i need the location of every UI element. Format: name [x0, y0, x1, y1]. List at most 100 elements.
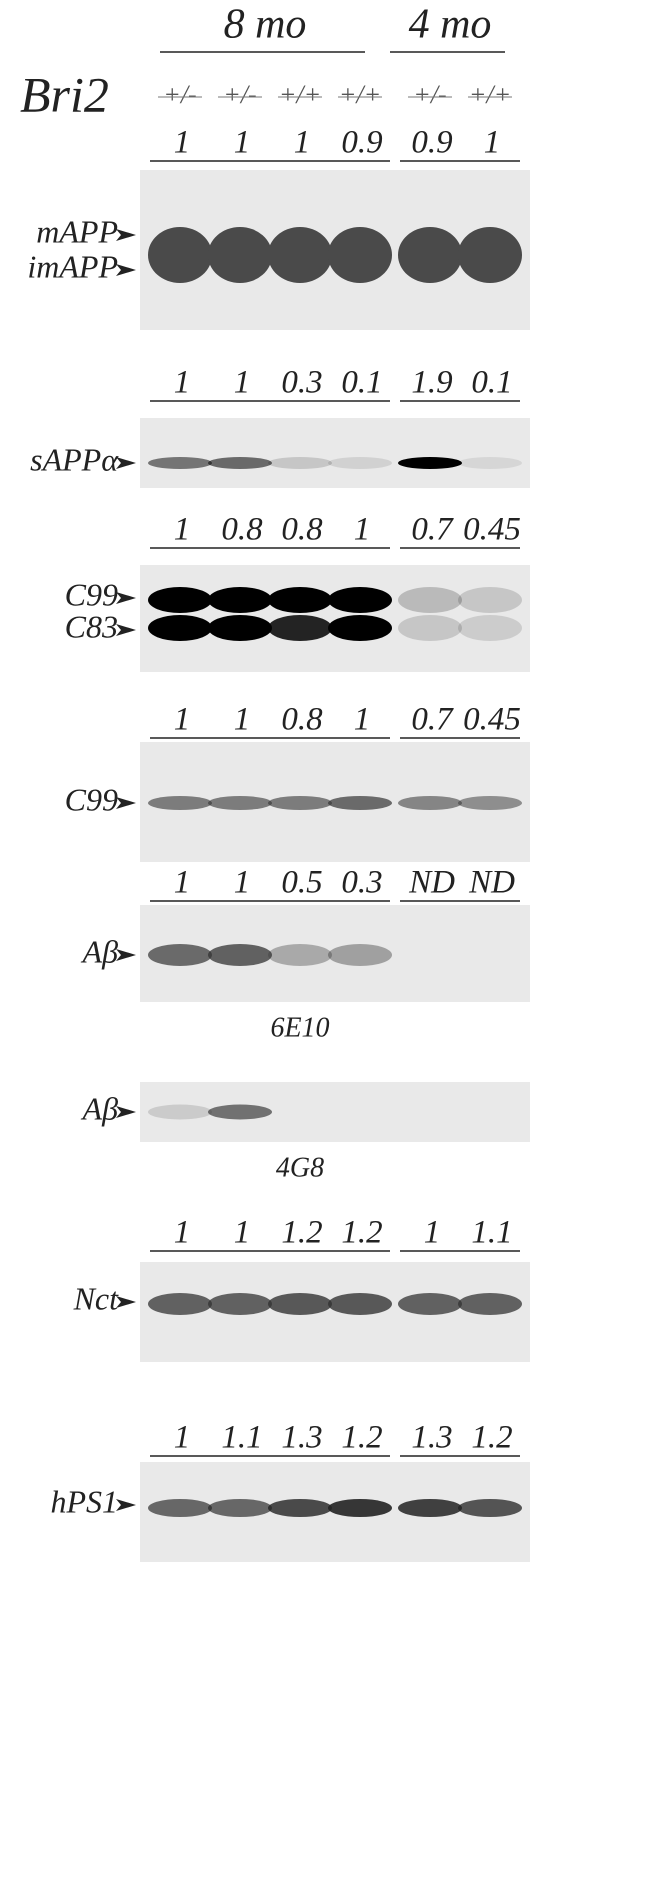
quantification: 0.8	[281, 702, 323, 738]
quantification: 1.9	[411, 365, 452, 401]
band	[208, 615, 272, 641]
quantification: 1.2	[471, 1420, 512, 1456]
group-label: 4 mo	[409, 2, 492, 48]
band	[148, 227, 212, 283]
band	[148, 796, 212, 810]
marker-arrow	[116, 264, 136, 276]
quantification: 1.1	[471, 1215, 512, 1251]
band	[458, 457, 522, 469]
marker-arrow	[116, 1296, 136, 1308]
band	[398, 227, 462, 283]
band	[328, 587, 392, 613]
band	[208, 1293, 272, 1315]
marker-label: sAPPα	[30, 441, 119, 477]
band	[328, 615, 392, 641]
marker-label: C83	[65, 608, 118, 644]
band	[458, 227, 522, 283]
marker-arrow	[116, 592, 136, 604]
quantification: 1	[294, 125, 311, 161]
band	[328, 1499, 392, 1517]
band	[148, 615, 212, 641]
band	[268, 1293, 332, 1315]
marker-label: imAPP	[27, 248, 118, 284]
quantification: 1	[234, 125, 251, 161]
quantification: 1.2	[341, 1215, 382, 1251]
genotype: +/+	[339, 80, 381, 109]
quantification: 1.1	[221, 1420, 262, 1456]
quantification: 0.7	[411, 512, 454, 548]
marker-arrow	[116, 1499, 136, 1511]
quantification: 0.3	[341, 865, 382, 901]
band	[268, 615, 332, 641]
marker-label: C99	[65, 781, 118, 817]
band	[208, 1104, 272, 1120]
marker-label: mAPP	[36, 213, 118, 249]
band	[328, 227, 392, 283]
quantification: 0.45	[463, 702, 521, 738]
band	[268, 1499, 332, 1517]
marker-arrow	[116, 797, 136, 809]
band	[458, 615, 522, 641]
band	[208, 457, 272, 469]
quantification: 0.8	[221, 512, 263, 548]
quantification: 1	[234, 702, 251, 738]
quantification: ND	[408, 865, 455, 901]
band	[398, 615, 462, 641]
marker-arrow	[116, 1106, 136, 1118]
band	[328, 944, 392, 966]
band	[328, 796, 392, 810]
blot	[140, 418, 530, 488]
band	[208, 1499, 272, 1517]
marker-label: hPS1	[50, 1483, 118, 1519]
genotype: +/-	[223, 80, 256, 109]
band	[268, 457, 332, 469]
band	[458, 1293, 522, 1315]
quantification: 1.2	[341, 1420, 382, 1456]
quantification: 0.5	[281, 865, 322, 901]
band	[148, 1104, 212, 1120]
band	[328, 1293, 392, 1315]
quantification: 0.1	[471, 365, 512, 401]
quantification: 0.9	[341, 125, 382, 161]
marker-label: Aβ	[81, 933, 119, 969]
band	[268, 227, 332, 283]
band	[398, 796, 462, 810]
quantification: 1.2	[281, 1215, 322, 1251]
band	[398, 457, 462, 469]
blot	[140, 565, 530, 672]
band	[148, 587, 212, 613]
band	[398, 1499, 462, 1517]
quantification: 1	[354, 512, 371, 548]
quantification: 0.7	[411, 702, 454, 738]
quantification: 1.3	[411, 1420, 452, 1456]
band	[398, 587, 462, 613]
band	[268, 587, 332, 613]
quantification: 1	[174, 1420, 191, 1456]
quantification: 0.8	[281, 512, 323, 548]
quantification: 1	[174, 1215, 191, 1251]
quantification: 1.3	[281, 1420, 322, 1456]
quantification: 0.1	[341, 365, 382, 401]
quantification: ND	[468, 865, 515, 901]
marker-label: Nct	[73, 1280, 120, 1316]
marker-arrow	[116, 229, 136, 241]
quantification: 1	[234, 1215, 251, 1251]
marker-label: C99	[65, 576, 118, 612]
band	[268, 796, 332, 810]
quantification: 1	[234, 365, 251, 401]
marker-arrow	[116, 624, 136, 636]
quantification: 1	[354, 702, 371, 738]
quantification: 1	[174, 512, 191, 548]
genotype: +/+	[469, 80, 511, 109]
marker-label: Aβ	[81, 1090, 119, 1126]
quantification: 1	[484, 125, 501, 161]
quantification: 0.45	[463, 512, 521, 548]
band	[208, 227, 272, 283]
genotype: +/-	[413, 80, 446, 109]
quantification: 0.9	[411, 125, 452, 161]
gene-label: Bri2	[20, 66, 109, 122]
band	[398, 1293, 462, 1315]
quantification: 1	[174, 865, 191, 901]
antibody-label: 4G8	[276, 1152, 324, 1183]
marker-arrow	[116, 949, 136, 961]
